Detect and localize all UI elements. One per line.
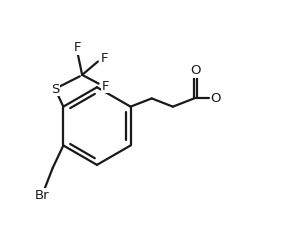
Text: O: O — [190, 64, 201, 77]
Text: S: S — [51, 83, 59, 95]
Text: Br: Br — [35, 189, 50, 202]
Text: F: F — [100, 52, 108, 65]
Text: O: O — [211, 92, 221, 105]
Text: F: F — [74, 41, 81, 54]
Text: F: F — [101, 80, 109, 93]
